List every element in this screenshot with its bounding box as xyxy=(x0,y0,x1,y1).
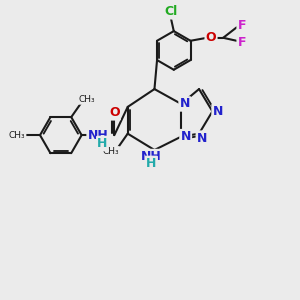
Text: N: N xyxy=(213,105,223,118)
Text: F: F xyxy=(238,20,246,32)
Text: N: N xyxy=(197,132,207,145)
Text: H: H xyxy=(146,157,157,170)
Text: H: H xyxy=(97,137,108,150)
Text: NH: NH xyxy=(88,129,108,142)
Text: O: O xyxy=(206,31,216,44)
Text: O: O xyxy=(109,106,120,119)
Text: CH₃: CH₃ xyxy=(103,147,119,156)
Text: Cl: Cl xyxy=(164,5,177,18)
Text: N: N xyxy=(181,130,191,143)
Text: NH: NH xyxy=(141,150,162,163)
Text: CH₃: CH₃ xyxy=(79,95,95,104)
Text: CH₃: CH₃ xyxy=(9,130,26,140)
Text: N: N xyxy=(180,98,190,110)
Text: F: F xyxy=(238,36,246,49)
